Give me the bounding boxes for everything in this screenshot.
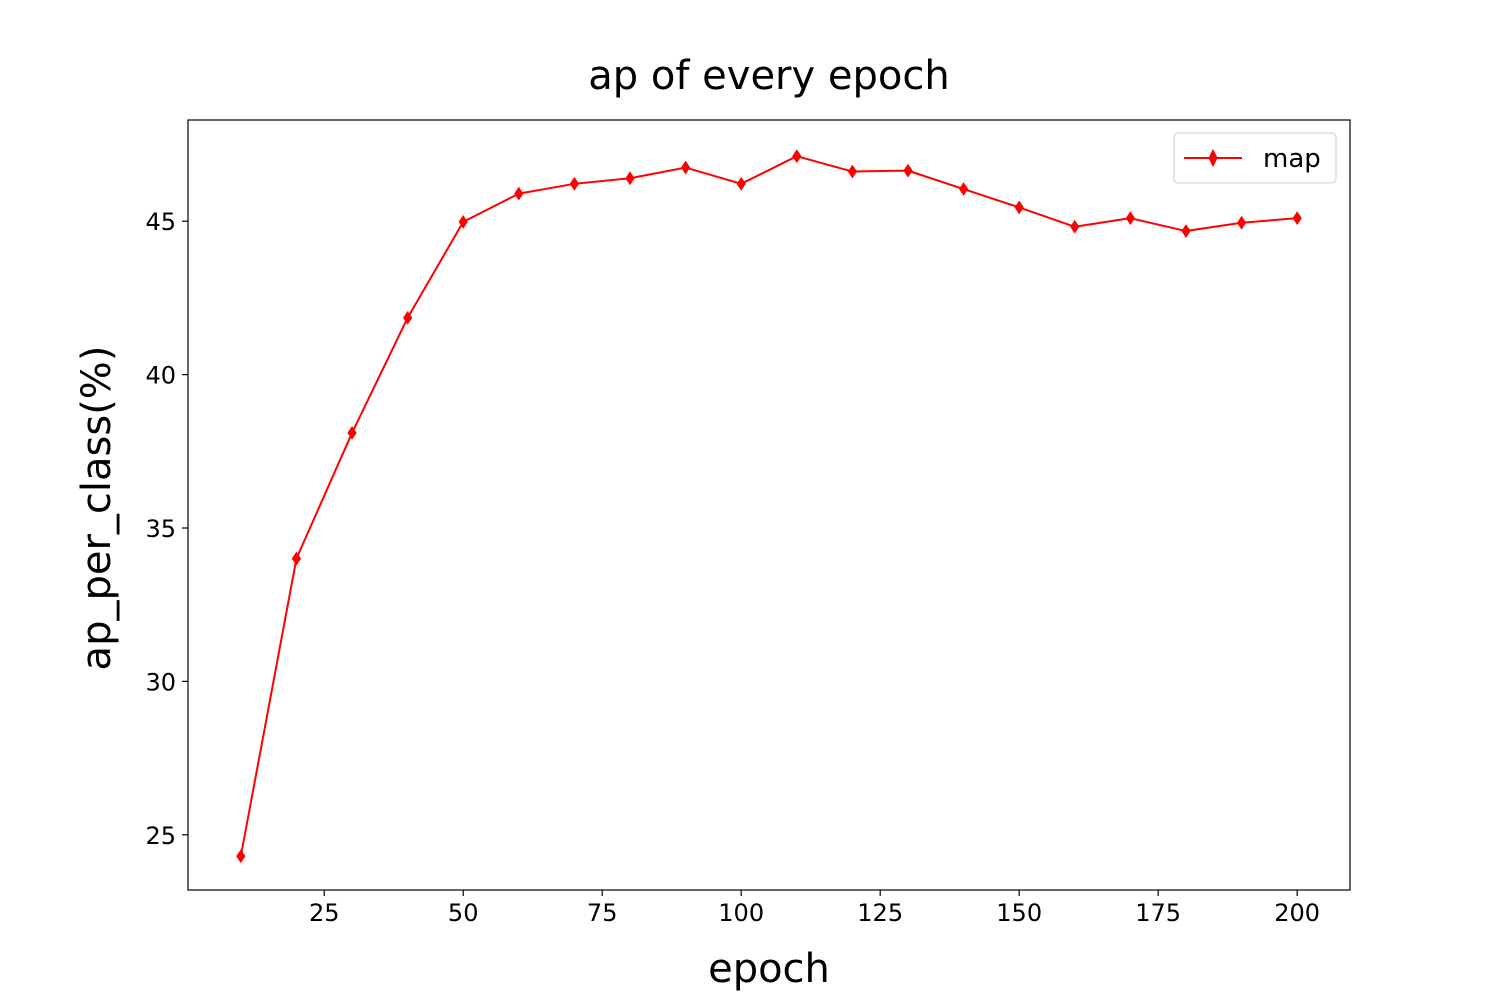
y-tick-label-35: 35 (145, 515, 176, 543)
legend-box (1173, 132, 1337, 184)
data-point-map-190 (1236, 215, 1247, 230)
plot-area-frame (187, 119, 1351, 891)
x-tick-label-150: 150 (996, 899, 1042, 927)
x-tick-label-175: 175 (1135, 899, 1181, 927)
data-point-map-90 (681, 160, 691, 175)
x-tick-label-25: 25 (309, 899, 340, 927)
data-point-map-140 (958, 182, 969, 196)
x-axis-ticks: 25 50 75 100 125 150 175 200 (309, 890, 1320, 927)
legend: map (1173, 132, 1337, 184)
data-point-map-130 (903, 163, 913, 178)
data-point-map-180 (1181, 224, 1191, 238)
x-axis-title: epoch (708, 946, 830, 992)
data-point-map-10 (236, 849, 246, 864)
x-tick-label-50: 50 (448, 899, 479, 927)
y-tick-label-25: 25 (145, 822, 176, 850)
x-tick-label-100: 100 (718, 899, 764, 927)
data-point-map-150 (1014, 200, 1024, 215)
x-tick-label-75: 75 (587, 899, 618, 927)
data-point-map-60 (514, 186, 524, 201)
series-layer (236, 149, 1302, 864)
data-point-map-120 (847, 164, 857, 179)
y-axis-title: ap_per_class(%) (74, 346, 120, 671)
data-point-map-200 (1292, 211, 1302, 226)
x-tick-label-125: 125 (857, 899, 903, 927)
data-point-map-30 (347, 426, 357, 440)
data-point-map-160 (1070, 219, 1080, 234)
data-point-map-20 (291, 551, 302, 566)
chart-title: ap of every epoch (588, 53, 949, 99)
data-point-map-110 (792, 149, 802, 164)
legend-label-map: map (1263, 144, 1321, 174)
x-tick-label-200: 200 (1274, 899, 1320, 927)
data-point-map-70 (569, 176, 580, 191)
y-tick-label-30: 30 (145, 668, 176, 696)
data-point-map-40 (403, 310, 413, 325)
series-line-map (239, 155, 1298, 857)
y-tick-label-40: 40 (145, 362, 176, 390)
data-point-map-50 (458, 214, 468, 229)
legend-marker-map (1208, 148, 1218, 168)
y-tick-label-45: 45 (145, 208, 176, 236)
y-axis-ticks: 25 30 35 40 45 (145, 208, 188, 850)
data-point-map-100 (736, 176, 746, 191)
data-point-map-80 (625, 171, 635, 186)
data-point-map-170 (1125, 211, 1135, 226)
